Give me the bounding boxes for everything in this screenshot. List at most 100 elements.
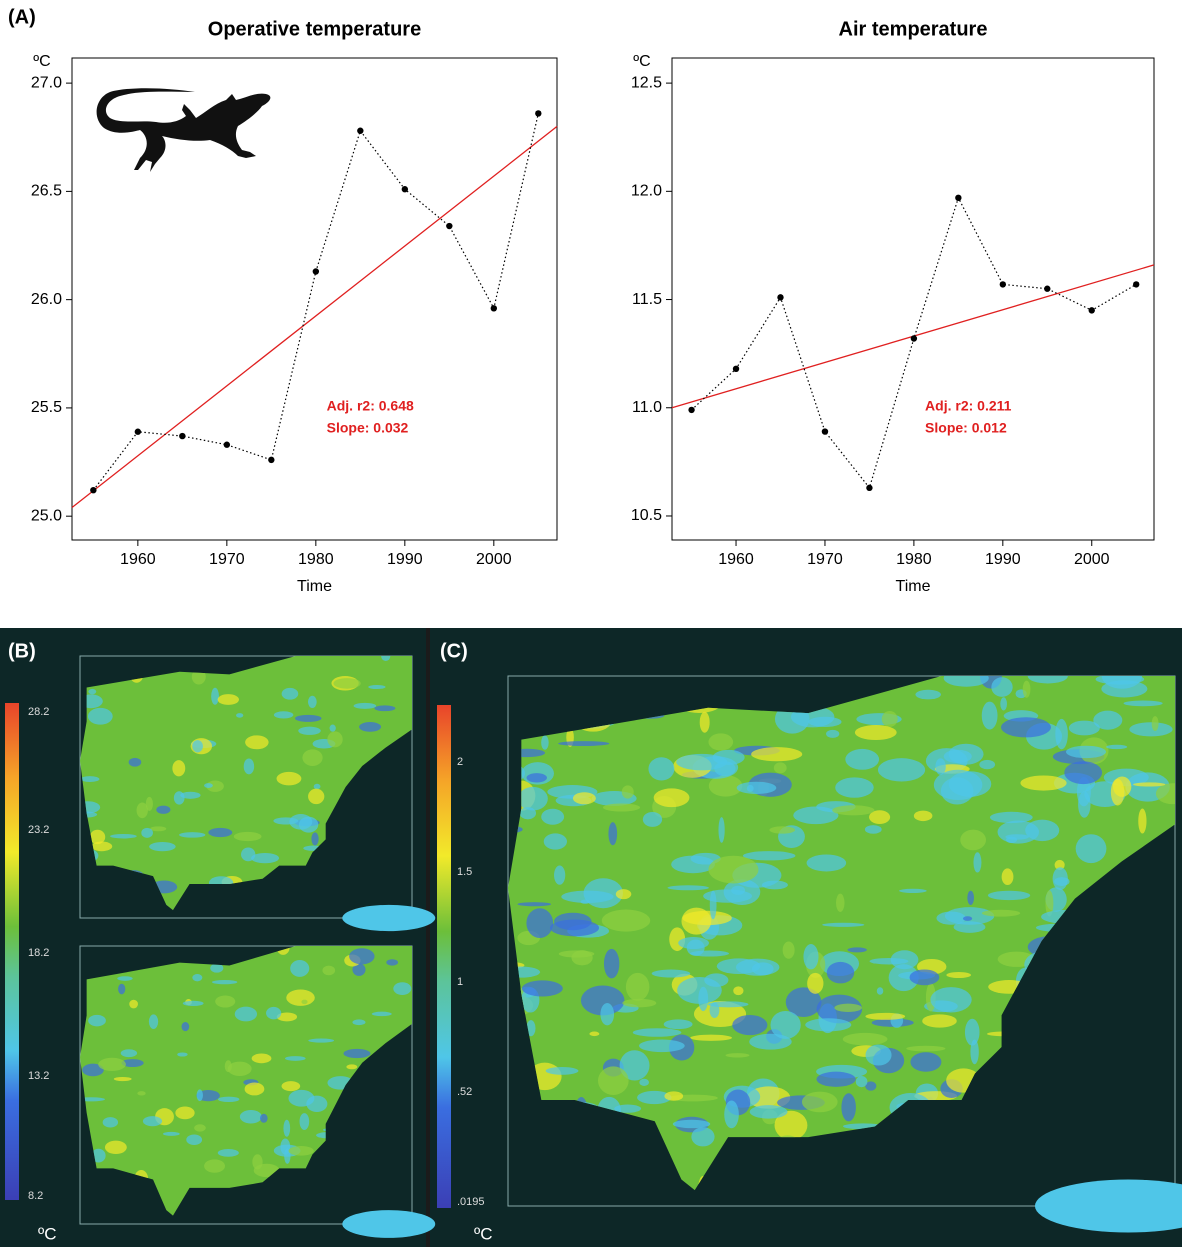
map-blob xyxy=(1138,808,1146,833)
map-blob xyxy=(1001,717,1051,737)
map-blob xyxy=(988,891,1030,900)
map-blob xyxy=(322,966,335,976)
map-blob xyxy=(288,1146,313,1156)
map-blob xyxy=(808,717,841,727)
map-blob xyxy=(700,712,710,733)
data-point xyxy=(491,305,497,311)
map-blob xyxy=(827,962,855,984)
map-blob xyxy=(121,1049,137,1057)
map-blob xyxy=(633,1028,682,1037)
map-blob xyxy=(703,889,752,902)
map-blob xyxy=(865,1044,891,1065)
map-blob xyxy=(648,757,674,780)
map-blob xyxy=(843,1033,888,1046)
map-blob xyxy=(1106,745,1127,749)
map-blob xyxy=(973,852,981,872)
y-tick-label: 27.0 xyxy=(31,74,62,91)
map-blob xyxy=(558,741,609,746)
panel-label: (C) xyxy=(440,640,468,662)
map-blob xyxy=(732,1015,767,1035)
map-blob xyxy=(346,1064,357,1069)
data-point xyxy=(822,428,828,434)
map-blob xyxy=(163,1132,180,1136)
map-blob xyxy=(192,974,202,981)
map-blob xyxy=(141,828,153,838)
map-blob xyxy=(899,889,927,893)
annotation: Adj. r2: 0.648 xyxy=(327,398,414,414)
map-blob xyxy=(277,772,302,786)
map-blob xyxy=(946,972,971,978)
map-blob xyxy=(910,969,940,985)
map-blob xyxy=(769,826,795,833)
data-point xyxy=(1133,281,1139,287)
map-blob xyxy=(690,1035,732,1041)
map-blob xyxy=(979,760,995,769)
map-blob xyxy=(129,1000,138,1009)
map-blob xyxy=(308,1038,334,1042)
map-blob xyxy=(149,1014,158,1029)
map-blob xyxy=(1023,681,1031,698)
data-point xyxy=(90,487,96,493)
data-point xyxy=(1000,281,1006,287)
map-blob xyxy=(150,826,166,831)
map-blob xyxy=(359,722,381,732)
map-blob xyxy=(762,881,788,890)
map-blob xyxy=(234,832,262,841)
map-blob xyxy=(283,1120,290,1137)
map-blob xyxy=(963,916,972,921)
map-blob xyxy=(80,776,99,782)
map-blob xyxy=(245,1083,265,1096)
colorbar-tick-label: 2 xyxy=(457,756,463,768)
map-blob xyxy=(845,749,879,770)
map-blob xyxy=(865,825,882,834)
map-blob xyxy=(194,1124,206,1131)
map-blob xyxy=(520,807,536,819)
map-blob xyxy=(192,740,203,752)
lizard-icon xyxy=(97,88,271,172)
map-blob xyxy=(743,851,796,860)
map-blob xyxy=(1020,775,1066,790)
map-blob xyxy=(554,913,592,931)
map-blob xyxy=(922,1014,957,1027)
map-blob xyxy=(690,950,729,956)
map-blob xyxy=(807,973,823,994)
map-blob xyxy=(282,1081,301,1091)
map-blob xyxy=(308,696,317,708)
map-africa xyxy=(342,905,435,931)
x-axis-label: Time xyxy=(297,578,332,595)
colorbar-tick-label: 28.2 xyxy=(28,706,49,718)
map-blob xyxy=(915,690,941,700)
annotation: Adj. r2: 0.211 xyxy=(925,398,1012,414)
map-blob xyxy=(667,885,709,890)
map-blob xyxy=(285,1056,306,1061)
map-blob xyxy=(273,817,298,824)
map-blob xyxy=(330,725,336,732)
colorbar-tick-label: .52 xyxy=(457,1086,472,1098)
map-blob xyxy=(944,750,972,763)
map-blob xyxy=(676,754,727,771)
x-tick-label: 1970 xyxy=(807,551,843,568)
map-blob xyxy=(215,995,235,1007)
colorbar-tick-label: 1.5 xyxy=(457,866,472,878)
map-blob xyxy=(1123,701,1162,707)
map-blob xyxy=(681,908,711,935)
map-blob xyxy=(664,1091,683,1100)
map-blob xyxy=(327,731,342,747)
colorbar-tick-label: .0195 xyxy=(457,1196,485,1208)
map-blob xyxy=(314,784,321,789)
y-tick-label: 26.0 xyxy=(31,291,62,308)
map-blob xyxy=(733,986,743,995)
colorbar xyxy=(437,705,451,1208)
map-blob xyxy=(290,960,309,977)
map-blob xyxy=(212,980,237,984)
y-axis-label: ºC xyxy=(633,53,650,70)
map-blob xyxy=(282,688,299,700)
colorbar xyxy=(5,703,19,1200)
x-tick-label: 1990 xyxy=(387,551,423,568)
map-blob xyxy=(855,725,897,740)
map-blob xyxy=(186,1135,202,1145)
map-blob xyxy=(302,749,322,766)
map-blob xyxy=(1113,776,1131,796)
map-blob xyxy=(643,812,662,827)
map-blob xyxy=(598,1066,629,1095)
